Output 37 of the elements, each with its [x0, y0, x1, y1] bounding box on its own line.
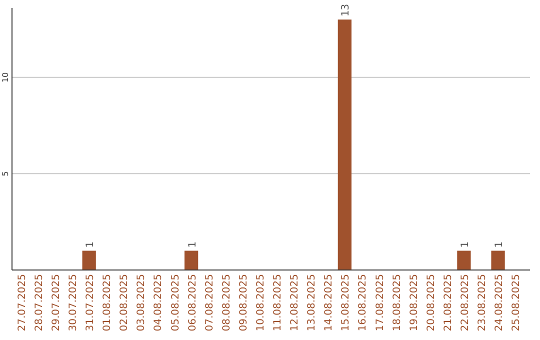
x-tick-label: 01.08.2025: [102, 274, 114, 332]
x-tick-label: 08.08.2025: [221, 274, 232, 332]
x-tick-label: 03.08.2025: [136, 274, 148, 332]
x-tick-label: 22.08.2025: [460, 274, 471, 332]
x-tick-label: 19.08.2025: [408, 274, 420, 332]
y-tick-label: 10: [1, 72, 10, 82]
data-label: 1: [494, 241, 506, 248]
x-tick-label: 18.08.2025: [392, 274, 403, 332]
x-tick-label: 13.08.2025: [306, 274, 318, 332]
x-tick-label: 20.08.2025: [426, 274, 437, 332]
x-tick-label: 24.08.2025: [494, 274, 506, 332]
x-tick-label: 15.08.2025: [340, 274, 352, 332]
y-tick-label: 5: [1, 171, 10, 176]
x-tick-label: 17.08.2025: [374, 274, 386, 332]
x-tick-label: 21.08.2025: [442, 274, 454, 332]
x-tick-label: 27.07.2025: [16, 274, 28, 332]
x-tick-label: 23.08.2025: [476, 274, 488, 332]
data-label: 13: [340, 4, 352, 17]
data-label: 1: [85, 241, 96, 248]
x-tick-label: 25.08.2025: [511, 274, 522, 332]
x-tick-label: 07.08.2025: [204, 274, 216, 332]
x-tick-label: 30.07.2025: [68, 274, 80, 332]
x-tick-label: 12.08.2025: [290, 274, 301, 332]
x-tick-label: 04.08.2025: [153, 274, 164, 332]
x-tick-label: 28.07.2025: [34, 274, 45, 332]
data-label: 1: [460, 241, 471, 248]
x-tick-label: 29.07.2025: [51, 274, 62, 332]
x-tick-label: 11.08.2025: [272, 274, 284, 332]
x-tick-label: 05.08.2025: [170, 274, 182, 332]
data-label: 1: [187, 241, 198, 248]
x-tick-label: 16.08.2025: [358, 274, 369, 332]
x-tick-label: 31.07.2025: [85, 274, 96, 332]
x-tick-label: 14.08.2025: [324, 274, 335, 332]
x-tick-label: 06.08.2025: [187, 274, 198, 332]
x-tick-label: 09.08.2025: [238, 274, 250, 332]
x-tick-label: 10.08.2025: [255, 274, 266, 332]
x-tick-label: 02.08.2025: [119, 274, 130, 332]
